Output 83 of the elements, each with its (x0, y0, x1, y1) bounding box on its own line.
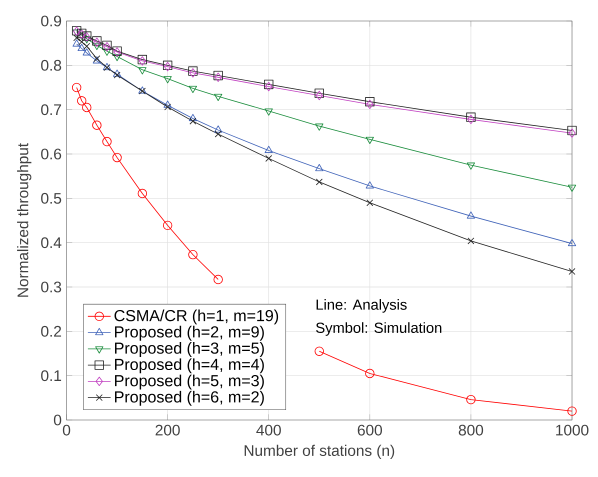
point (214, 130, 222, 138)
point (112, 54, 122, 62)
point (214, 125, 222, 133)
x-tick-label: 800 (458, 424, 484, 436)
point (138, 67, 146, 74)
point (567, 406, 577, 416)
point (82, 102, 92, 112)
point (314, 88, 324, 98)
y-tick-label: 0.3 (41, 282, 62, 292)
point (366, 181, 374, 188)
point (567, 126, 577, 136)
point (164, 100, 172, 108)
y-axis-title: Normalized throughput (17, 143, 32, 297)
y-tick-label: 0.7 (41, 104, 62, 116)
point (466, 394, 476, 404)
point (92, 42, 101, 50)
point (265, 155, 272, 162)
y-tick-label: 0.5 (41, 192, 62, 204)
point (78, 38, 86, 46)
point (466, 162, 476, 170)
point (466, 112, 476, 122)
point (314, 346, 324, 356)
point (162, 220, 172, 230)
point (188, 250, 198, 260)
annotation: Symbol: Simulation (316, 322, 442, 336)
point (72, 39, 81, 47)
point (188, 114, 197, 122)
point (112, 152, 122, 162)
point (315, 124, 324, 131)
y-tick-label: 0 (54, 414, 62, 426)
point (82, 48, 91, 56)
point (366, 100, 374, 110)
point (164, 104, 172, 110)
point (264, 108, 273, 116)
x-tick-label: 200 (156, 424, 180, 436)
point (264, 146, 273, 153)
point (72, 82, 82, 92)
point (83, 42, 90, 50)
x-tick-label: 400 (256, 424, 281, 436)
legend-label: Proposed (h=2, m=9) (115, 326, 264, 341)
point (189, 118, 196, 125)
legend-label: Proposed (h=4, m=4) (115, 358, 264, 374)
point (365, 368, 374, 378)
point (568, 184, 576, 192)
point (78, 44, 86, 52)
point (214, 274, 223, 284)
point (102, 136, 112, 146)
point (467, 114, 475, 124)
point (468, 237, 474, 244)
y-tick-label: 0.1 (41, 370, 62, 382)
point (316, 178, 323, 186)
point (164, 76, 172, 84)
x-tick-label: 1000 (556, 424, 588, 436)
legend-label: Proposed (h=5, m=3) (115, 374, 264, 390)
point (82, 36, 91, 44)
point (365, 97, 374, 106)
point (73, 34, 80, 42)
point (568, 238, 576, 246)
y-tick-label: 0.8 (41, 60, 62, 71)
y-tick-label: 0.9 (41, 16, 62, 26)
point (466, 211, 476, 219)
point (568, 268, 576, 275)
legend-label: Proposed (h=3, m=5) (115, 342, 264, 357)
y-tick-label: 0.6 (41, 148, 62, 160)
x-tick-label: 0 (62, 424, 70, 436)
point (92, 120, 102, 130)
annotation: Line: Analysis (316, 299, 407, 313)
point (366, 199, 374, 206)
legend-label: Proposed (h=6, m=2) (115, 390, 264, 406)
point (77, 96, 86, 106)
y-tick-label: 0.4 (41, 237, 62, 248)
point (214, 94, 222, 102)
point (568, 128, 576, 138)
point (188, 86, 197, 94)
y-tick-label: 0.2 (41, 326, 62, 337)
x-axis-title: Number of stations (n) (244, 444, 394, 460)
point (366, 136, 374, 144)
point (102, 48, 112, 56)
point (316, 90, 323, 100)
legend-label: CSMA/CR (h=1, m=19) (114, 310, 278, 324)
point (138, 188, 148, 198)
point (315, 164, 324, 172)
x-tick-label: 600 (358, 424, 382, 436)
